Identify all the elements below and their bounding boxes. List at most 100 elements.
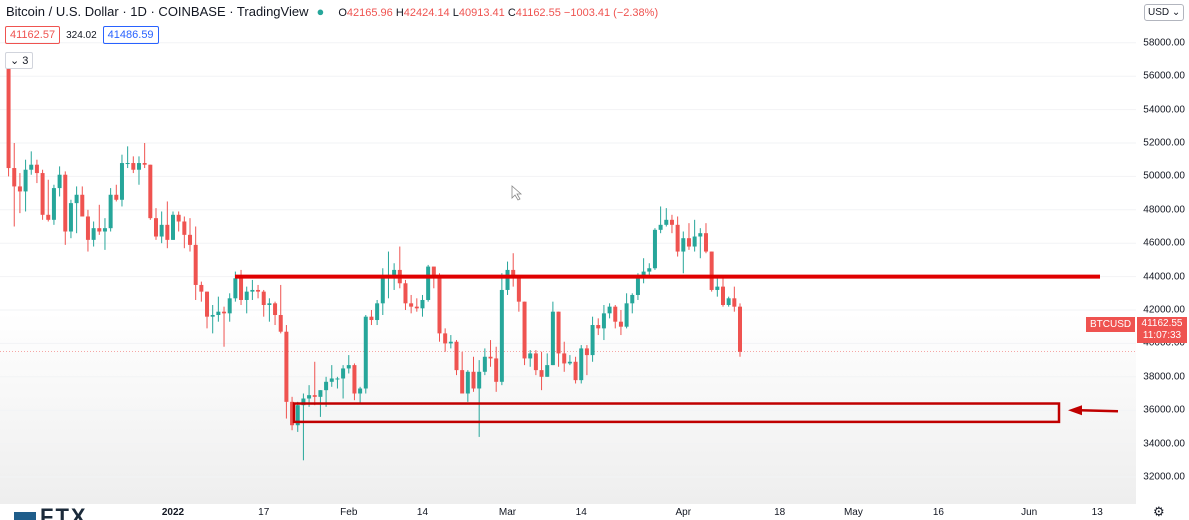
last-price-label: 41162.55 11:07:33 bbox=[1137, 317, 1187, 343]
symbol-title[interactable]: Bitcoin / U.S. Dollar · 1D · COINBASE · … bbox=[6, 4, 309, 19]
candle-body bbox=[477, 371, 482, 389]
price-tick-label: 52000.00 bbox=[1143, 137, 1185, 149]
candle-body bbox=[647, 268, 652, 272]
candle bbox=[658, 206, 663, 234]
candle bbox=[533, 350, 538, 376]
candle bbox=[601, 304, 606, 341]
time-axis[interactable]: 2022 17 Feb 14 Mar 14 Apr 18 May 16 Jun 13 bbox=[0, 504, 1189, 520]
candle-body bbox=[233, 278, 238, 299]
candle-body bbox=[420, 299, 425, 309]
candle bbox=[125, 146, 130, 169]
candle bbox=[273, 301, 278, 326]
chart-plot-area[interactable] bbox=[0, 0, 1136, 504]
candle-body bbox=[545, 365, 550, 377]
candle bbox=[261, 289, 266, 317]
sell-price-button[interactable]: 41162.57 bbox=[5, 26, 61, 44]
candle bbox=[278, 284, 283, 334]
candle bbox=[420, 294, 425, 317]
candle-body bbox=[613, 306, 618, 322]
candle-body bbox=[482, 356, 487, 372]
currency-selector[interactable]: USD ⌄ bbox=[1144, 4, 1185, 21]
candle-body bbox=[715, 286, 720, 290]
candle-body bbox=[188, 234, 193, 245]
candle-body bbox=[312, 395, 317, 397]
candle-body bbox=[437, 276, 442, 334]
candle bbox=[669, 214, 674, 234]
candle bbox=[295, 401, 300, 432]
candle-body bbox=[51, 188, 56, 220]
candle bbox=[17, 173, 22, 214]
candle bbox=[579, 345, 584, 384]
candle-body bbox=[318, 390, 323, 397]
time-tick-label: 14 bbox=[575, 507, 587, 518]
candle bbox=[641, 258, 646, 284]
candle-body bbox=[522, 301, 527, 359]
gear-icon[interactable]: ⚙ bbox=[1153, 504, 1165, 519]
candle bbox=[414, 298, 419, 312]
candle-body bbox=[290, 401, 295, 426]
time-tick-label: 17 bbox=[258, 507, 270, 518]
symbol-price-label: BTCUSD bbox=[1086, 317, 1136, 332]
chevron-down-icon: ⌄ bbox=[10, 55, 20, 67]
candle-body bbox=[409, 303, 414, 307]
candle bbox=[29, 151, 34, 175]
ohlc-values: O42165.96 H42424.14 L40913.41 C41162.55 … bbox=[338, 7, 659, 19]
candle-body bbox=[369, 316, 374, 321]
candle-body bbox=[261, 291, 266, 305]
candle-body bbox=[307, 395, 312, 399]
candle-body bbox=[664, 219, 669, 225]
time-tick-label: 2022 bbox=[161, 507, 185, 518]
candle bbox=[68, 199, 73, 239]
candle-body bbox=[556, 311, 561, 354]
candle bbox=[222, 306, 227, 347]
indicators-toggle[interactable]: ⌄ 3 bbox=[5, 52, 34, 69]
candle bbox=[46, 179, 51, 222]
price-axis[interactable]: 32000.00 34000.00 36000.00 38000.00 40000.00… bbox=[1136, 0, 1189, 504]
candle bbox=[193, 226, 198, 300]
candle bbox=[403, 279, 408, 310]
candle-body bbox=[295, 405, 300, 426]
candle-body bbox=[703, 233, 708, 252]
candle-body bbox=[681, 238, 686, 252]
candle bbox=[738, 303, 742, 357]
candle bbox=[346, 355, 351, 374]
candle-body bbox=[363, 316, 368, 389]
buy-price-button[interactable]: 41486.59 bbox=[102, 26, 159, 44]
candle bbox=[80, 186, 85, 217]
candle-body bbox=[176, 214, 181, 222]
candle bbox=[709, 251, 714, 292]
candle-body bbox=[324, 381, 329, 391]
candle bbox=[630, 293, 635, 314]
candle bbox=[102, 218, 107, 250]
candle bbox=[437, 273, 442, 342]
chevron-down-icon: ⌄ bbox=[1171, 7, 1181, 18]
candle-body bbox=[239, 278, 244, 300]
candle bbox=[460, 351, 465, 394]
candle-body bbox=[165, 224, 170, 240]
candle bbox=[153, 208, 158, 240]
time-tick-label: Mar bbox=[498, 507, 517, 518]
candle bbox=[91, 221, 96, 247]
candle-body bbox=[516, 276, 521, 302]
candle-body bbox=[199, 284, 204, 292]
candle-body bbox=[205, 291, 210, 317]
candle-body bbox=[227, 298, 232, 314]
candle-body bbox=[358, 388, 363, 394]
candlestick-chart[interactable] bbox=[0, 0, 1136, 504]
candle-body bbox=[624, 303, 629, 327]
candle-body bbox=[443, 333, 448, 344]
candle bbox=[358, 386, 363, 404]
arrow-head bbox=[1068, 405, 1082, 416]
candle bbox=[494, 346, 499, 392]
candle bbox=[550, 301, 555, 366]
price-tick-label: 38000.00 bbox=[1143, 371, 1185, 383]
candle-body bbox=[12, 168, 17, 187]
candle-body bbox=[125, 163, 130, 165]
candle-body bbox=[709, 251, 714, 290]
candle bbox=[23, 159, 28, 212]
candle-body bbox=[675, 224, 680, 252]
candle bbox=[607, 303, 612, 319]
candle bbox=[369, 310, 374, 326]
candle-body bbox=[505, 269, 510, 290]
candle-body bbox=[210, 315, 215, 317]
